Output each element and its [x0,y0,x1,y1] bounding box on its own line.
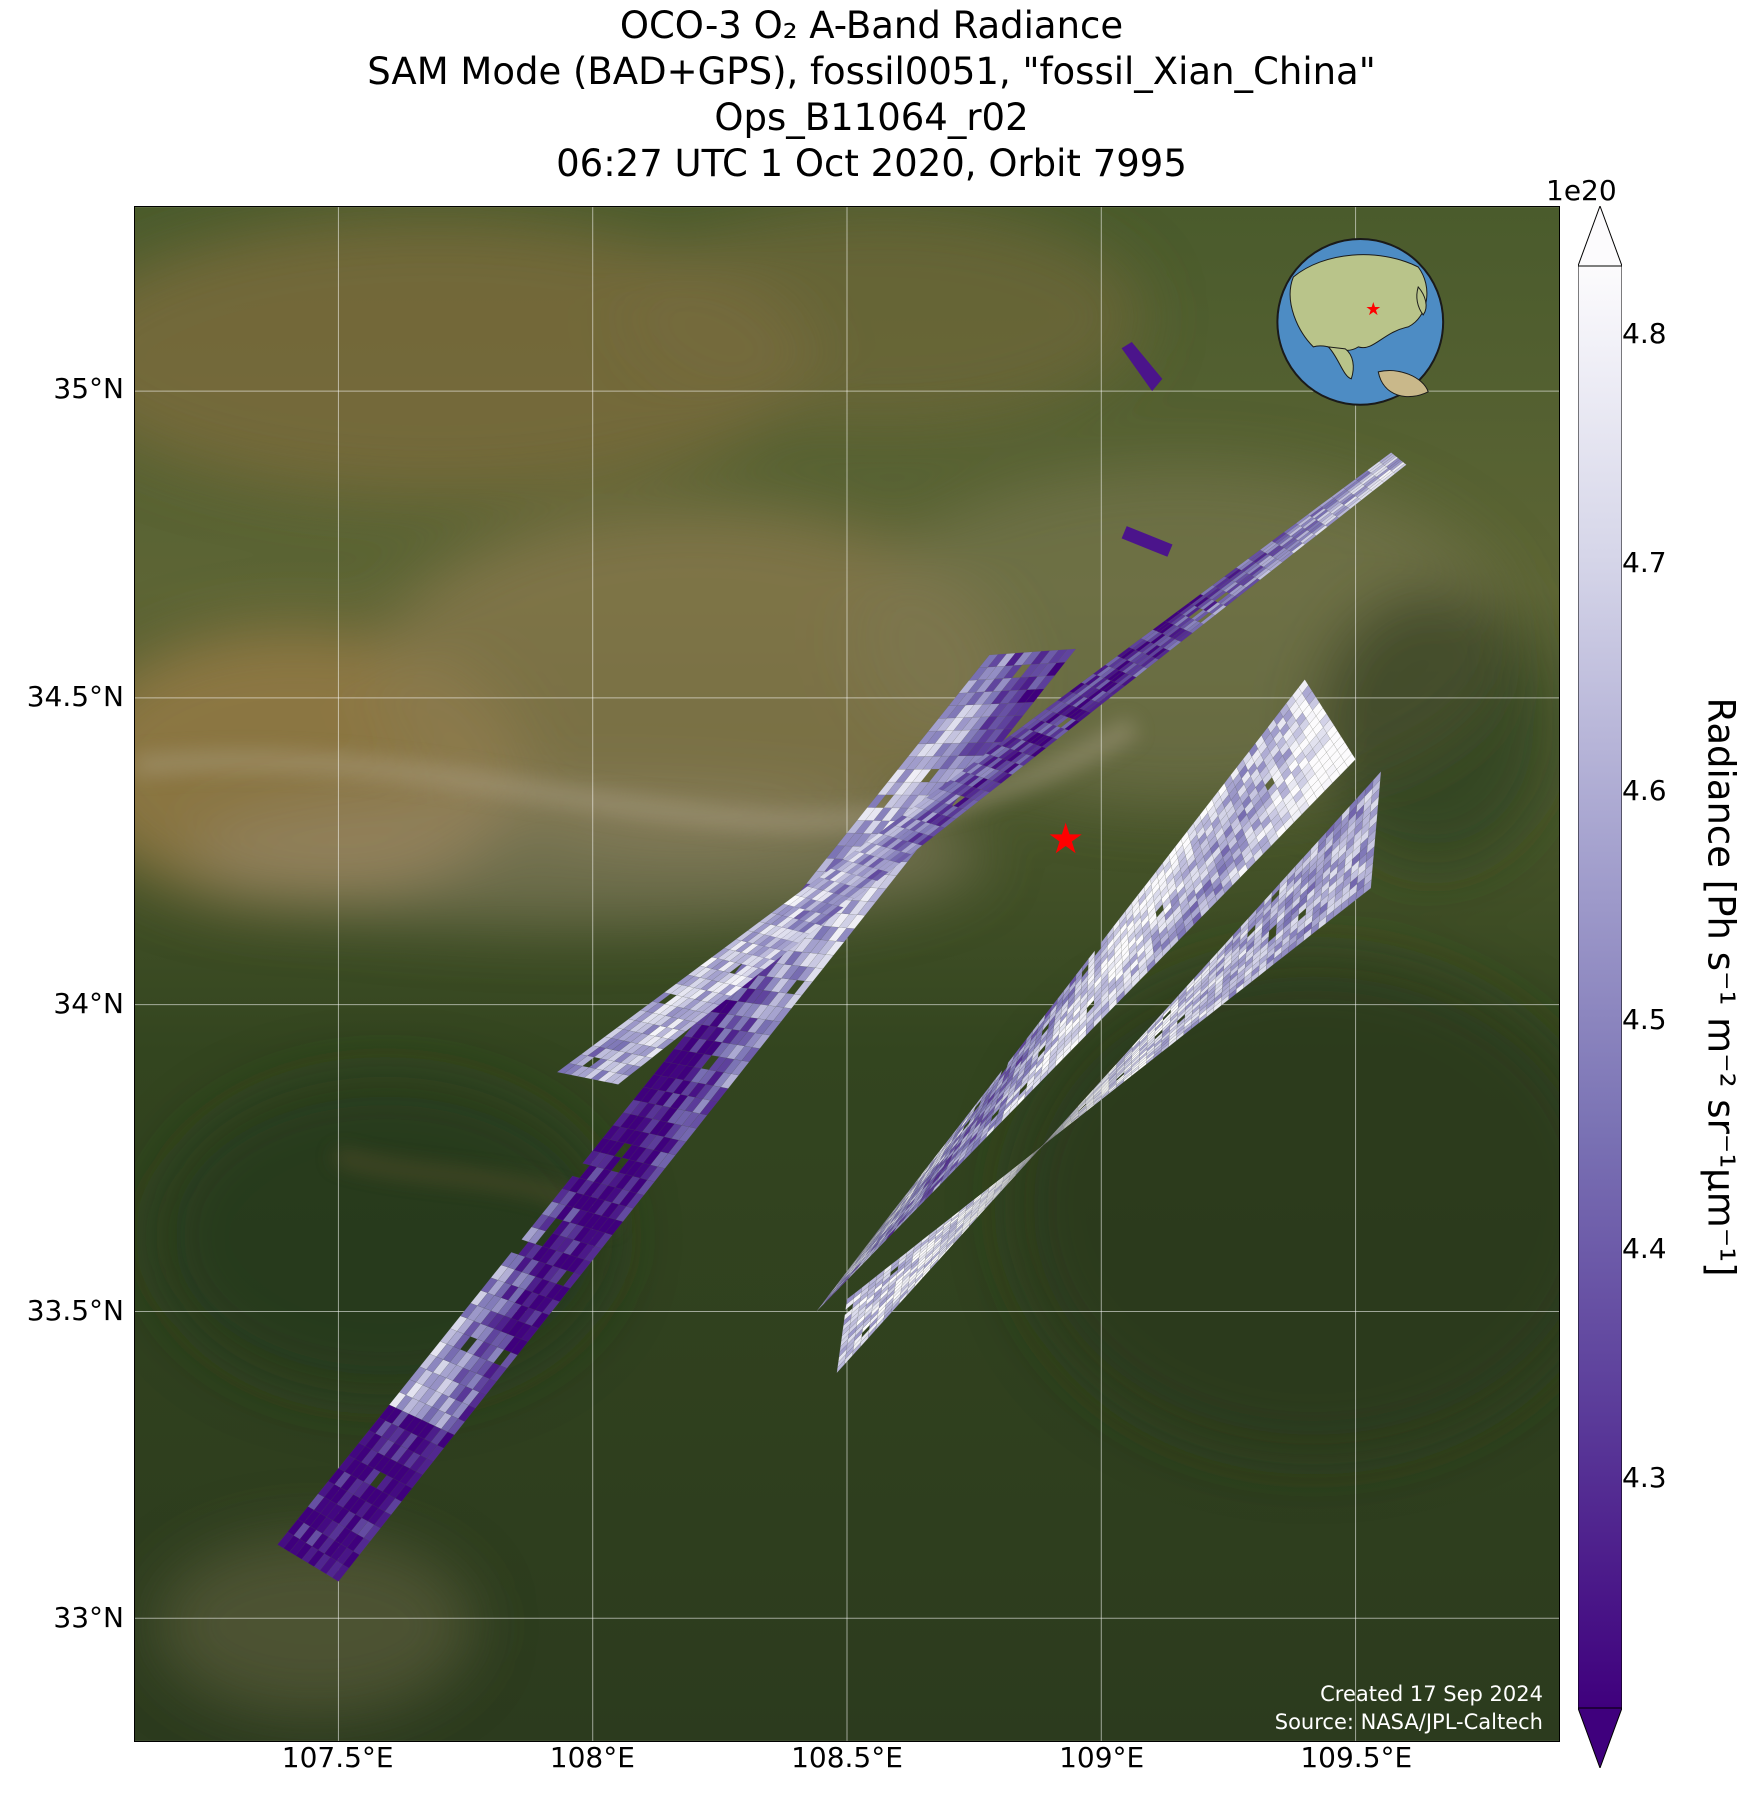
radiance-cell [1393,463,1407,474]
radiance-cell [1363,879,1372,895]
y-tick-label: 35°N [53,372,124,406]
colorbar-tick-label: 4.6 [1622,774,1667,808]
colorbar-bar [1578,265,1622,1709]
x-tick-label: 109.5°E [1300,1741,1413,1774]
x-tick-label: 107.5°E [281,1741,394,1774]
title-line-1: OCO-3 O₂ A-Band Radiance [619,4,1124,47]
colorbar-tick-label: 4.4 [1622,1232,1667,1266]
radiance-swaths [277,342,1407,1582]
radiance-cell [1121,342,1163,392]
radiance-cell [1344,753,1356,768]
x-tick-label: 108.5°E [791,1741,903,1774]
colorbar-extend-top [1578,206,1622,267]
colorbar-tick-label: 4.3 [1622,1461,1667,1495]
terrain-features [135,207,1559,1715]
source-credit: Source: NASA/JPL-Caltech [1274,1710,1543,1734]
inset-globe: ★ [1276,238,1445,406]
colorbar-label: Radiance [Ph s⁻¹ m⁻² sr⁻¹μm⁻¹] [1699,697,1743,1277]
radiance-cell [1056,648,1077,663]
target-layer: ★ [1047,814,1085,863]
radiance-cell [826,905,844,917]
title-line-2: SAM Mode (BAD+GPS), fossil0051, "fossil_… [367,50,1376,93]
colorbar-tick-label: 4.8 [1622,316,1667,350]
x-tick-label: 109°E [1059,1741,1145,1774]
colorbar [1578,206,1622,1768]
x-tick-label: 108°E [549,1741,635,1774]
radiance-cell [849,888,867,899]
map-panel: ★ ★ [134,206,1560,1742]
globe-target-star-icon: ★ [1365,299,1381,320]
colorbar-extend-bottom [1578,1707,1622,1768]
colorbar-tick-label: 4.7 [1622,545,1667,579]
colorbar-multiplier: 1e20 [1546,174,1617,207]
colorbar-tick-label: 4.5 [1622,1003,1667,1037]
target-star-icon: ★ [1047,814,1085,863]
y-tick-label: 34°N [53,986,124,1020]
title-line-4: 06:27 UTC 1 Oct 2020, Orbit 7995 [556,142,1187,185]
gridlines [135,207,1559,1741]
radiance-cell [1121,526,1173,557]
y-tick-label: 33°N [53,1601,124,1635]
created-date: Created 17 Sep 2024 [1320,1682,1543,1706]
y-tick-label: 33.5°N [26,1293,124,1327]
title-line-3: Ops_B11064_r02 [714,96,1029,139]
y-tick-label: 34.5°N [26,679,124,713]
